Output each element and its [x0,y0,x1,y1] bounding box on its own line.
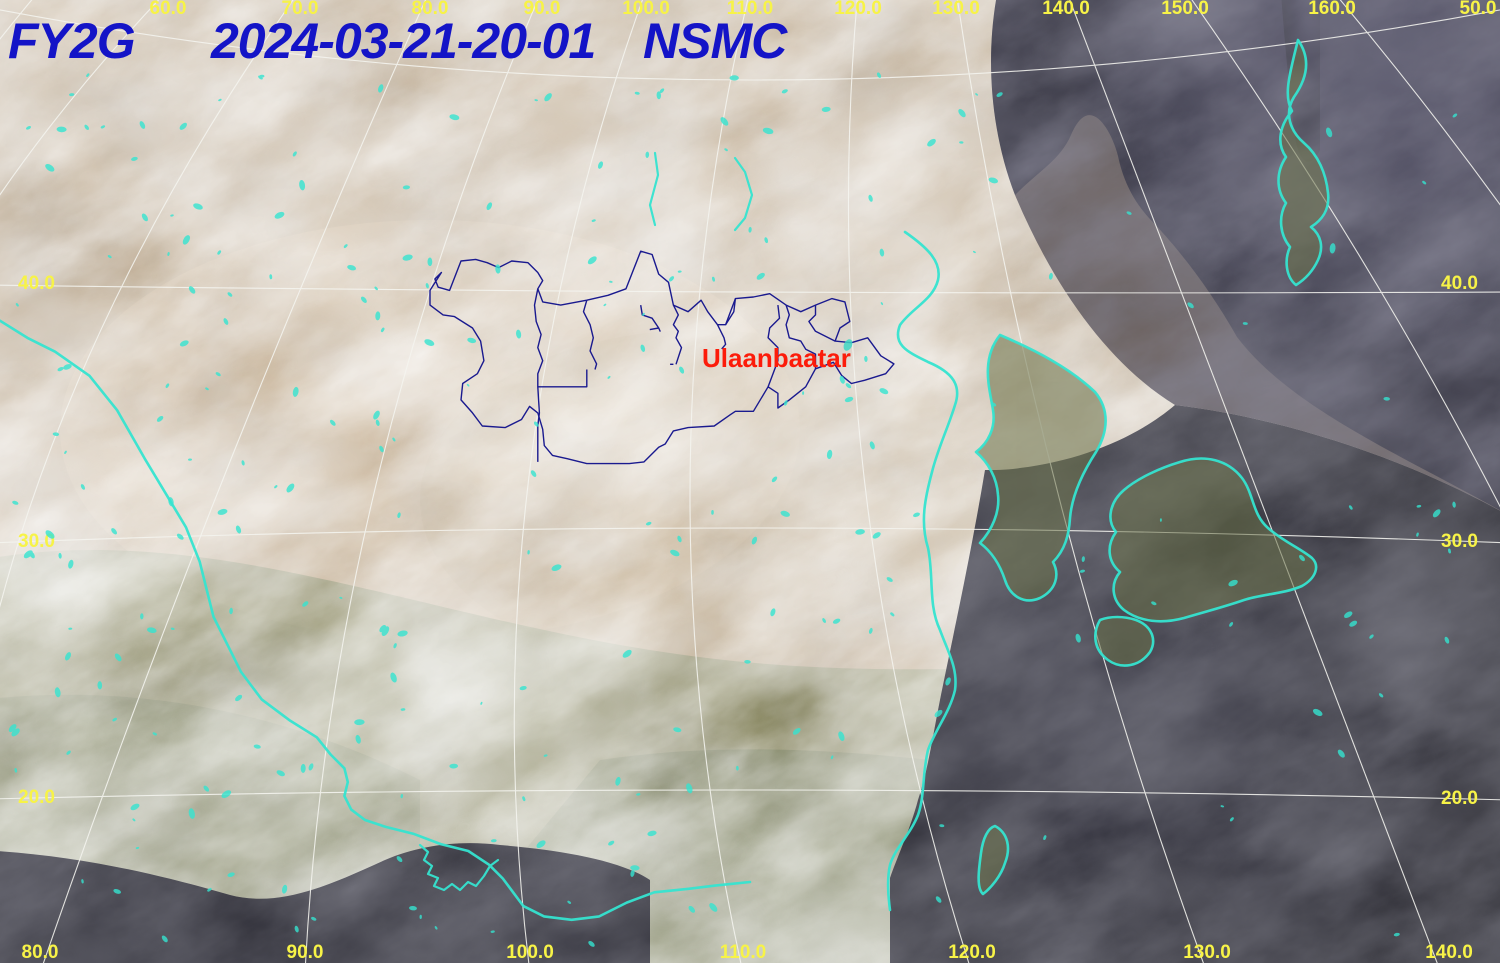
svg-text:120.0: 120.0 [834,0,882,19]
svg-text:NSMC: NSMC [643,13,788,69]
svg-text:140.0: 140.0 [1425,942,1473,963]
svg-text:20.0: 20.0 [1441,788,1478,809]
svg-text:20.0: 20.0 [18,787,55,808]
svg-text:130.0: 130.0 [932,0,980,19]
svg-text:80.0: 80.0 [22,942,59,963]
svg-text:90.0: 90.0 [287,942,324,963]
svg-text:40.0: 40.0 [18,273,55,294]
svg-text:FY2G: FY2G [8,13,135,69]
svg-text:160.0: 160.0 [1308,0,1356,19]
svg-text:40.0: 40.0 [1441,273,1478,294]
svg-text:50.0: 50.0 [1460,0,1497,19]
svg-text:60.0: 60.0 [150,0,187,19]
svg-text:2024-03-21-20-01: 2024-03-21-20-01 [210,13,595,69]
svg-text:100.0: 100.0 [506,942,554,963]
svg-text:140.0: 140.0 [1042,0,1090,19]
svg-text:30.0: 30.0 [1441,531,1478,552]
svg-text:110.0: 110.0 [720,942,767,963]
svg-text:150.0: 150.0 [1161,0,1209,19]
svg-text:Ulaanbaatar: Ulaanbaatar [702,343,851,373]
svg-text:120.0: 120.0 [948,942,996,963]
svg-text:130.0: 130.0 [1183,942,1231,963]
